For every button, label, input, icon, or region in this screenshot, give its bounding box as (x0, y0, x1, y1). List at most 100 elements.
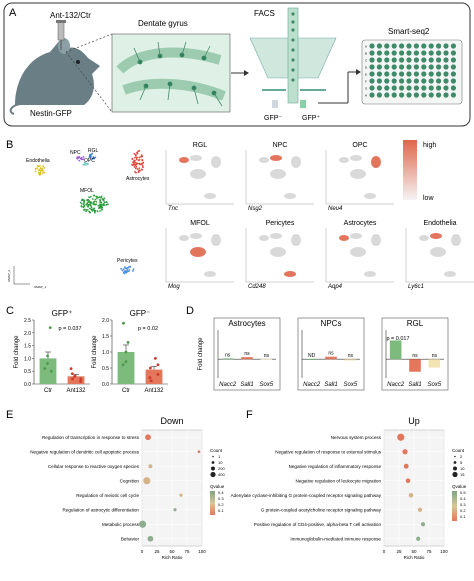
umap-y-label: UMAP_2 (7, 270, 11, 282)
color-legend-value: 0.3 (460, 502, 466, 507)
cluster-label-opc: OPC (84, 158, 95, 164)
plate-well (399, 64, 404, 69)
cluster-label-pericytes: Pericytes (117, 258, 138, 264)
plate-well (414, 71, 419, 76)
feature-plot-title: NPC (273, 142, 288, 149)
umap-point (99, 207, 101, 209)
feature-gene: Tnc (168, 206, 178, 212)
category-label: Nacc2 (303, 382, 321, 388)
feature-cluster (270, 169, 286, 179)
chart-title: Up (408, 416, 420, 426)
cluster-label-endothelia: Endothelia (26, 158, 50, 164)
smartseq-label: Smart-seq2 (388, 27, 430, 36)
feature-plot-title: MFOL (190, 220, 210, 227)
plate-well (421, 71, 426, 76)
plate-well (414, 85, 419, 90)
plate-well (451, 92, 456, 97)
term-label: Regulation of meiotic cell cycle (76, 493, 139, 498)
feature-plot-npc: NPC Nsg2 (246, 142, 314, 212)
feature-cluster (179, 235, 189, 241)
umap-point (90, 196, 92, 198)
plate-well (369, 50, 374, 55)
umap-point (95, 203, 97, 205)
plate-well (392, 85, 397, 90)
well-plate: ABCDEFGH (362, 40, 462, 104)
umap-point (125, 272, 127, 274)
x-tick-label: 0 (141, 549, 144, 554)
color-legend-value: 0.4 (460, 496, 466, 501)
feature-cluster (270, 233, 282, 239)
feature-cluster (364, 193, 376, 199)
plate-well (436, 50, 441, 55)
bar-annotation: ns (264, 353, 270, 359)
feature-cluster (284, 271, 296, 277)
plate-well (414, 50, 419, 55)
category-label: Sall1 (324, 382, 337, 388)
bar-nacc2 (390, 340, 402, 359)
data-point (150, 379, 153, 382)
plate-well (451, 50, 456, 55)
legend-high: high (423, 142, 436, 149)
plate-well (377, 71, 382, 76)
plate-well (399, 85, 404, 90)
feature-cluster (284, 193, 296, 199)
x-tick-label: 100 (440, 549, 448, 554)
panel-e-letter: E (6, 409, 13, 421)
y-tick-label: 2.0 (102, 318, 109, 324)
plate-well (451, 57, 456, 62)
umap-point (101, 209, 103, 211)
plate-well (451, 71, 456, 76)
plate-well (421, 78, 426, 83)
injection-label: Ant-132/Ctr (50, 11, 91, 20)
feature-gene: Mog (168, 284, 180, 290)
x-tick-label: 75 (426, 549, 432, 554)
gfp-negative-label: GFP⁻ (264, 115, 282, 122)
gfp-positive-label: GFP⁺ (302, 115, 320, 122)
umap-point (89, 203, 91, 205)
plate-well (406, 43, 411, 48)
facs-label: FACS (254, 9, 275, 18)
term-dot (148, 536, 154, 542)
umap-point (128, 270, 130, 272)
plate-well (377, 43, 382, 48)
term-dot (145, 434, 151, 440)
size-legend-value: 200 (218, 466, 225, 471)
x-tick-label: 100 (198, 549, 206, 554)
category-label: Sall1 (240, 382, 253, 388)
term-label: Cellular response to reactive oxygen spe… (48, 464, 140, 469)
umap-point (42, 172, 44, 174)
umap-point (131, 164, 133, 166)
umap-point (77, 156, 79, 158)
umap-point (138, 171, 140, 173)
bar-sox5 (345, 359, 357, 360)
color-legend-value: 0.2 (218, 502, 224, 507)
umap-point (90, 205, 92, 207)
plate-well (369, 78, 374, 83)
term-label: Adenylate cyclase-inhibiting G protein-c… (231, 493, 382, 498)
umap-point (81, 157, 83, 159)
bar-ctr (118, 352, 135, 384)
umap-point (135, 155, 137, 157)
category-label: Sall1 (408, 382, 421, 388)
umap-point (138, 167, 140, 169)
plate-well (384, 71, 389, 76)
feature-cluster (451, 234, 461, 246)
umap-point (43, 167, 45, 169)
term-dot (404, 464, 409, 469)
p-value: p = 0.017 (386, 336, 409, 342)
feature-plot-pericytes: PericytesCd248 (246, 220, 314, 290)
plate-well (443, 92, 448, 97)
panel-b: B UMAP_2 UMAP_1 NPC RGL OPC Endothelia A… (6, 139, 474, 290)
size-legend-dot (454, 461, 457, 464)
umap-point (95, 210, 97, 212)
term-label: Negative regulation of response to exter… (275, 450, 381, 455)
plate-well (384, 50, 389, 55)
chart-title: GFP⁻ (130, 309, 151, 318)
umap-point (97, 197, 99, 199)
umap-point (83, 206, 85, 208)
plate-well (414, 78, 419, 83)
term-label: Negative regulation of leukocyte migrati… (295, 479, 381, 484)
umap-point (102, 198, 104, 200)
plate-well (436, 57, 441, 62)
data-point (79, 380, 82, 383)
